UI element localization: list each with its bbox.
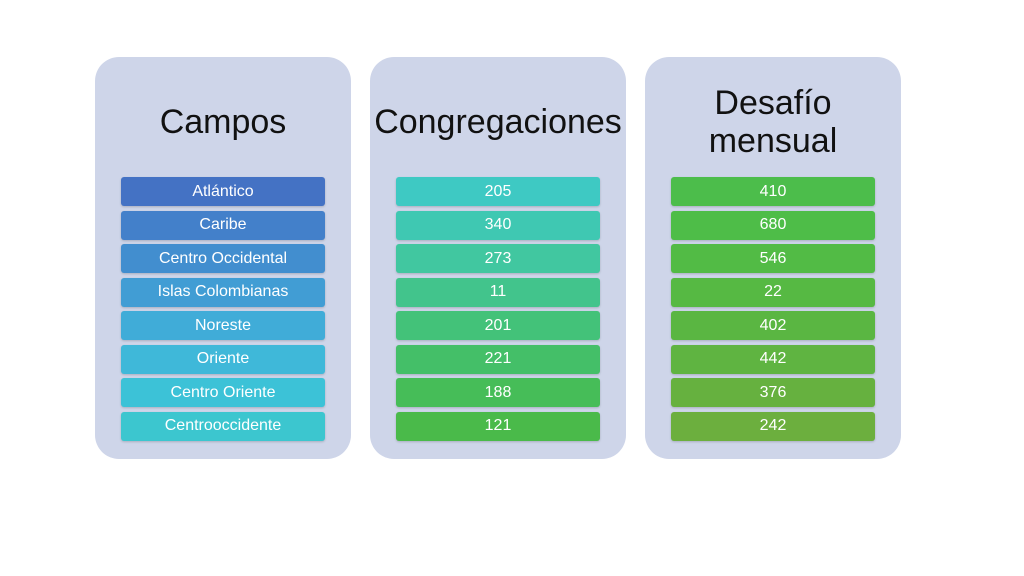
list-item: Centro Occidental (121, 244, 325, 273)
list-item: 121 (396, 411, 600, 441)
item-list: Atlántico Caribe Centro Occidental Islas… (121, 177, 325, 445)
list-item: 11 (396, 277, 600, 307)
panel-campos: Campos Atlántico Caribe Centro Occidenta… (95, 57, 351, 459)
panel-title: Desafío mensual (708, 83, 838, 160)
item-list: 205 340 273 11 201 221 188 121 (396, 177, 600, 445)
list-item: 402 (671, 311, 875, 340)
list-item: Caribe (121, 210, 325, 240)
panel-desafio-mensual: Desafío mensual 410 680 546 22 402 442 3… (645, 57, 901, 459)
list-item: Atlántico (121, 177, 325, 206)
panel-title: Congregaciones (374, 102, 622, 141)
list-item: Centrooccidente (121, 411, 325, 441)
list-item: 340 (396, 210, 600, 240)
list-item: 242 (671, 411, 875, 441)
list-item: 546 (671, 244, 875, 273)
list-item: 205 (396, 177, 600, 206)
list-item: 273 (396, 244, 600, 273)
list-item: Islas Colombianas (121, 277, 325, 307)
panel-congregaciones: Congregaciones 205 340 273 11 201 221 18… (370, 57, 626, 459)
list-item: 376 (671, 378, 875, 407)
panel-title: Campos (159, 102, 287, 141)
list-item: 188 (396, 378, 600, 407)
list-item: 22 (671, 277, 875, 307)
list-item: 410 (671, 177, 875, 206)
list-item: 201 (396, 311, 600, 340)
list-item: 680 (671, 210, 875, 240)
list-item: 442 (671, 344, 875, 374)
list-item: Oriente (121, 344, 325, 374)
item-list: 410 680 546 22 402 442 376 242 (671, 177, 875, 445)
list-item: Noreste (121, 311, 325, 340)
list-item: 221 (396, 344, 600, 374)
list-item: Centro Oriente (121, 378, 325, 407)
